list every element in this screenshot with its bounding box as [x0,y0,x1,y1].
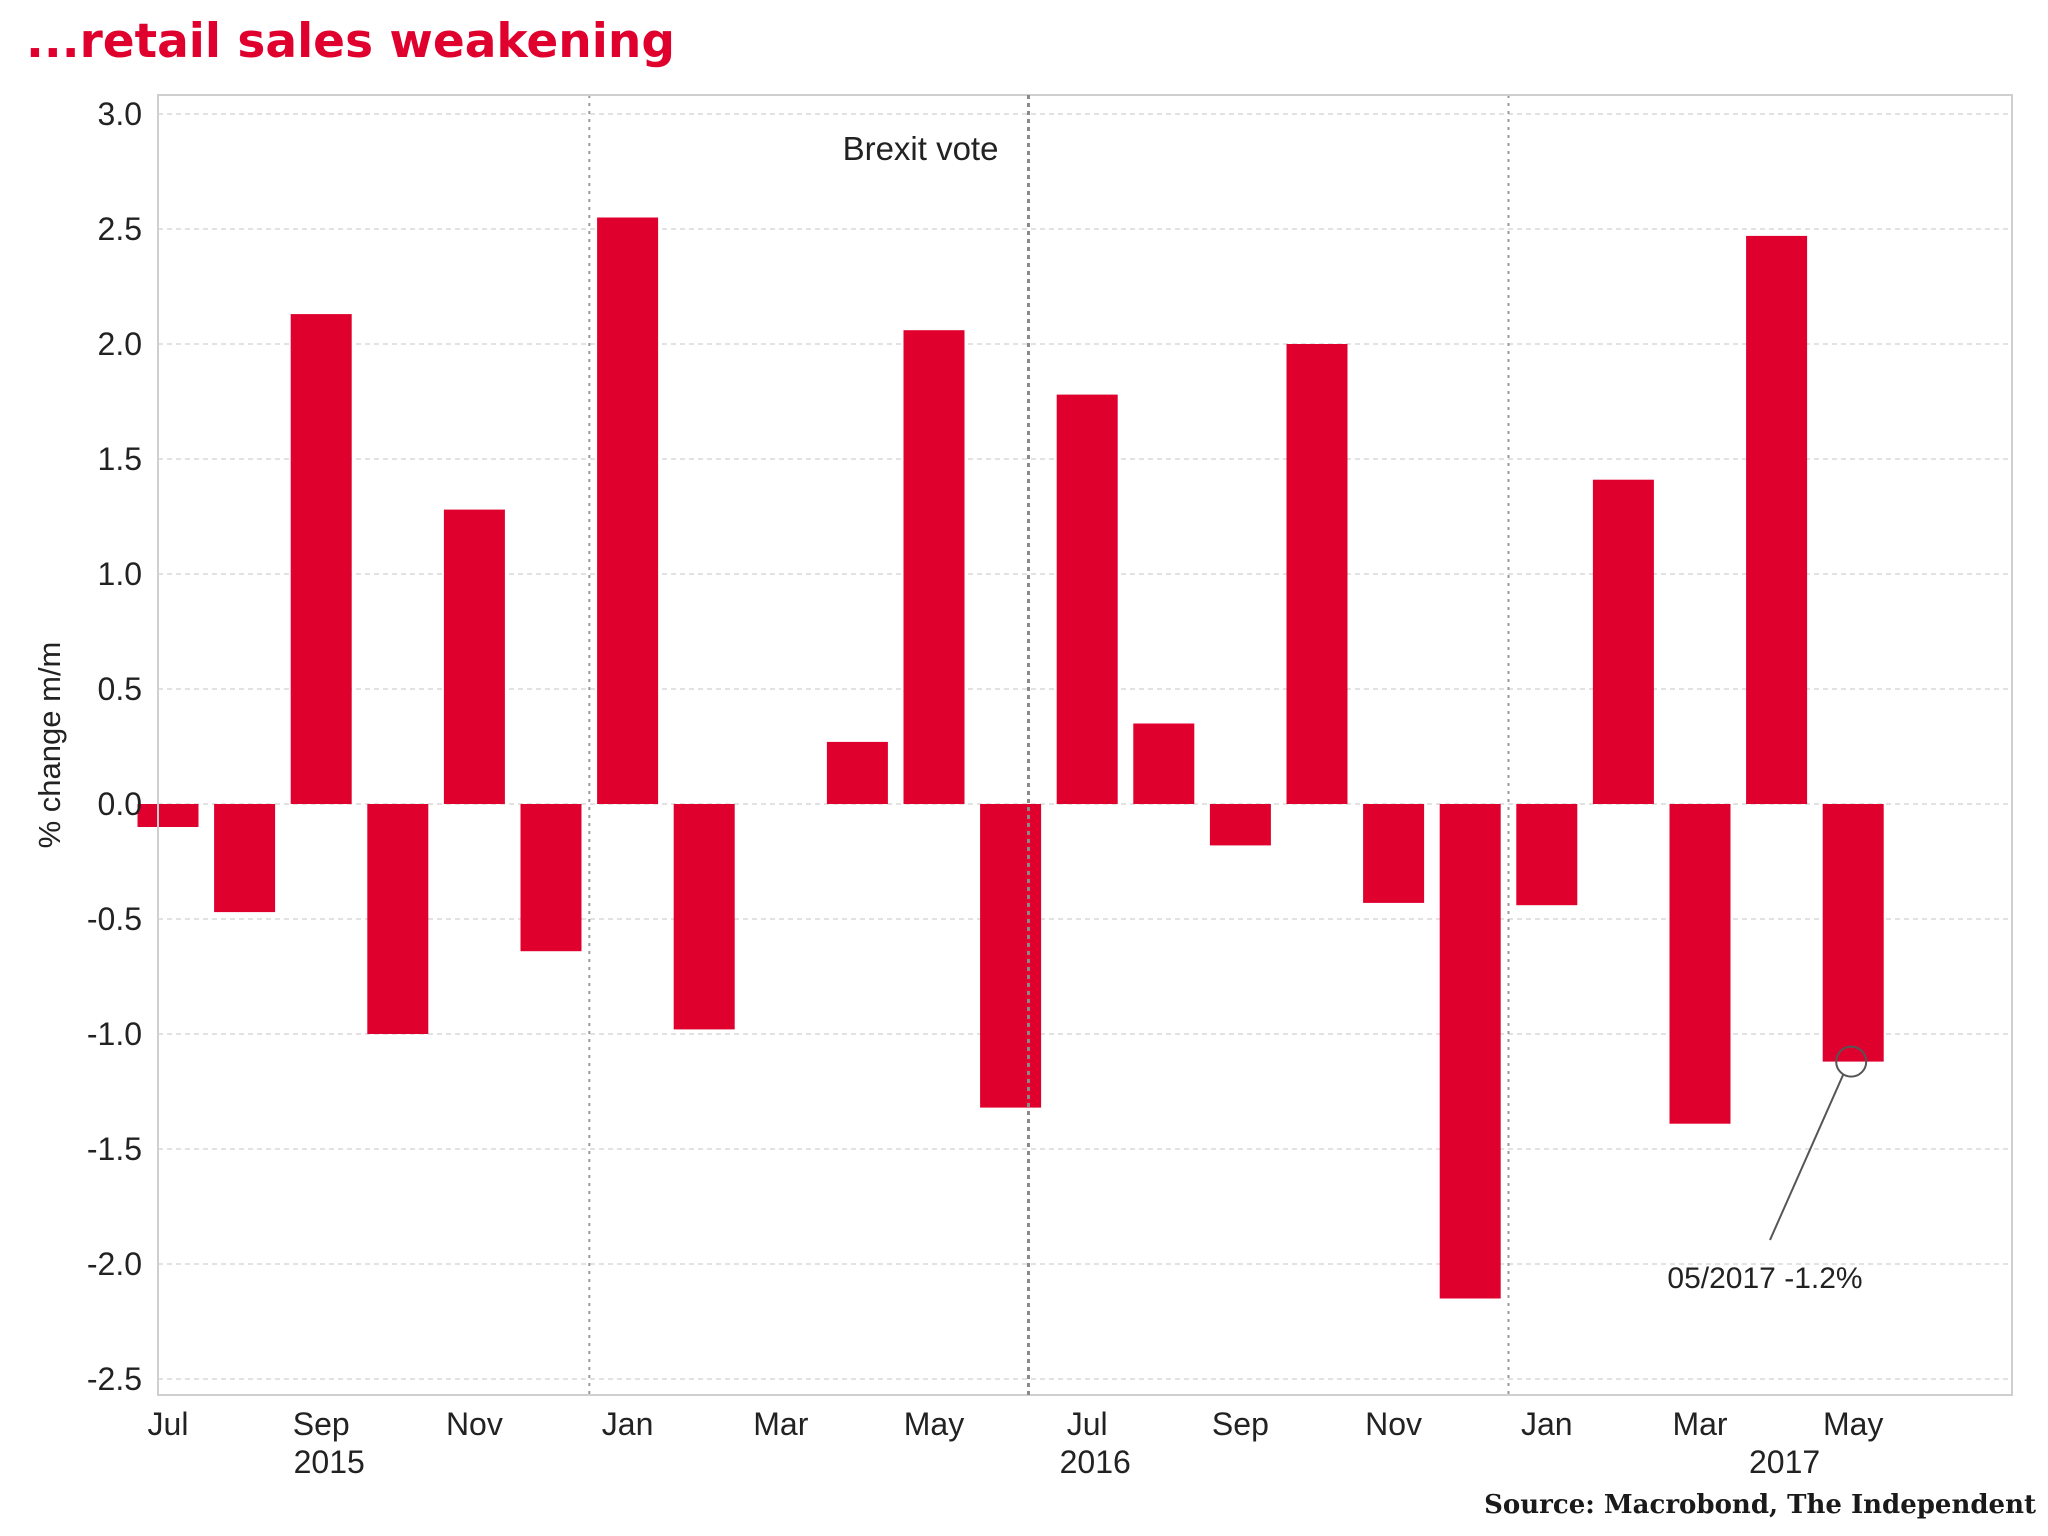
bar [1209,804,1271,846]
bar [137,804,199,827]
y-tick-label: 1.0 [98,556,142,592]
bar [1286,344,1348,804]
y-tick-label: -2.5 [87,1361,142,1397]
y-tick-label: 2.5 [98,211,142,247]
x-tick-label: May [1823,1406,1883,1442]
bar [214,804,276,913]
bar [1363,804,1425,903]
callout-marker [1835,1045,1868,1078]
x-tick-label: Jan [1521,1406,1573,1442]
bar [826,741,888,804]
source-note: Source: Macrobond, The Independent [1484,1490,2036,1520]
chart-title: ...retail sales weakening [26,14,675,69]
x-tick-label: May [904,1406,964,1442]
year-label: 2017 [1749,1444,1820,1480]
x-tick-label: Jan [602,1406,654,1442]
y-tick-label: 1.5 [98,441,142,477]
callout-leader-line [1769,1074,1845,1241]
x-tick-label: Nov [446,1406,503,1442]
bar [673,804,735,1030]
bar [1056,394,1118,804]
bar [367,804,429,1034]
bar [1133,723,1195,804]
bar [1516,804,1578,906]
bar [290,314,352,804]
y-tick-label: 0.5 [98,671,142,707]
callout-annotation: 05/2017 -1.2% [1667,1045,1868,1295]
callout-label: 05/2017 -1.2% [1667,1262,1862,1295]
x-tick-label: Jul [148,1406,189,1442]
event-label: Brexit vote [843,130,999,167]
bar [1592,479,1654,804]
bar [980,804,1042,1108]
y-axis-ticks: 3.0 2.5 2.0 1.5 1.0 0.5 0.0 -0.5 -1.0 -1.5 -2.0 -2.… [87,96,142,1397]
x-axis-ticks: Jul Sep Nov Jan Mar May Jul Sep Nov Jan Mar May [148,1406,1884,1442]
y-tick-label: 0.0 [98,786,142,822]
bar [597,217,659,804]
bar [1439,804,1501,1299]
y-tick-label: 2.0 [98,326,142,362]
bar [1669,804,1731,1124]
year-separators [588,95,1510,1395]
y-tick-label: -0.5 [87,901,142,937]
plot-frame [157,94,2013,1396]
year-label: 2016 [1060,1444,1131,1480]
y-axis-label: % change m/m [32,642,67,849]
bar [903,330,965,804]
y-tick-label: 3.0 [98,96,142,132]
x-tick-label: Nov [1365,1406,1422,1442]
x-tick-label: Mar [753,1406,808,1442]
bars [137,217,1884,1299]
x-tick-label: Mar [1672,1406,1727,1442]
bar [1746,235,1808,804]
year-label: 2015 [294,1444,365,1480]
x-tick-label: Sep [1212,1406,1269,1442]
bar [520,804,582,952]
brexit-vote-marker: Brexit vote [843,95,1030,1395]
y-tick-label: -2.0 [87,1246,142,1282]
year-labels: 2015 2016 2017 [294,1444,1821,1480]
y-tick-label: -1.5 [87,1131,142,1167]
bar [443,509,505,804]
y-tick-label: -1.0 [87,1016,142,1052]
x-tick-label: Jul [1067,1406,1108,1442]
x-tick-label: Sep [293,1406,350,1442]
bar [1822,804,1884,1062]
